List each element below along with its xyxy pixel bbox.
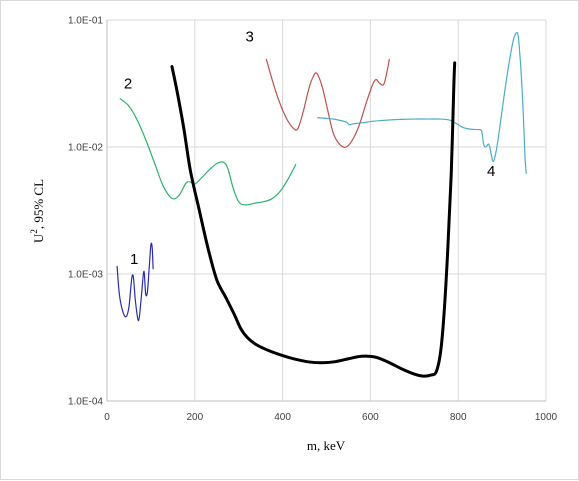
- x-tick-label: 600: [362, 412, 379, 423]
- series-3-label: 3: [246, 28, 254, 45]
- x-axis-title: m, keV: [307, 438, 346, 453]
- series-4-line: [317, 31, 527, 174]
- y-tick-label: 1.0E-04: [68, 397, 103, 408]
- y-tick-label: 1.0E-01: [68, 16, 103, 27]
- x-tick-label: 400: [274, 412, 291, 423]
- series-2-line: [119, 98, 297, 206]
- series-2-label: 2: [124, 75, 132, 92]
- series-4-label: 4: [487, 163, 495, 180]
- y-axis-title-main: U: [31, 233, 46, 243]
- limit-curve-line: [170, 61, 457, 378]
- y-axis-title-rest: , 95% CL: [31, 179, 46, 229]
- y-axis-title: U2, 95% CL: [29, 179, 46, 243]
- x-tick-label: 800: [450, 412, 467, 423]
- x-tick-label: 200: [186, 412, 203, 423]
- x-tick-label: 0: [104, 412, 110, 423]
- grid-layer: [106, 19, 547, 402]
- series-1-line: [116, 242, 154, 322]
- y-axis-title-superscript: 2: [29, 229, 39, 234]
- label-layer: 1 2 3 4: [124, 28, 495, 268]
- x-tick-label: 1000: [535, 412, 558, 423]
- y-tick-label: 1.0E-03: [68, 270, 103, 281]
- series-3-line: [265, 58, 390, 148]
- tick-layer: 0 200 400 600 800 1000 1.0E-04 1.0E-03 1.0E-02 1.…: [68, 16, 558, 424]
- y-tick-label: 1.0E-02: [68, 143, 103, 154]
- series-layer: [116, 31, 527, 378]
- series-1-label: 1: [130, 251, 138, 268]
